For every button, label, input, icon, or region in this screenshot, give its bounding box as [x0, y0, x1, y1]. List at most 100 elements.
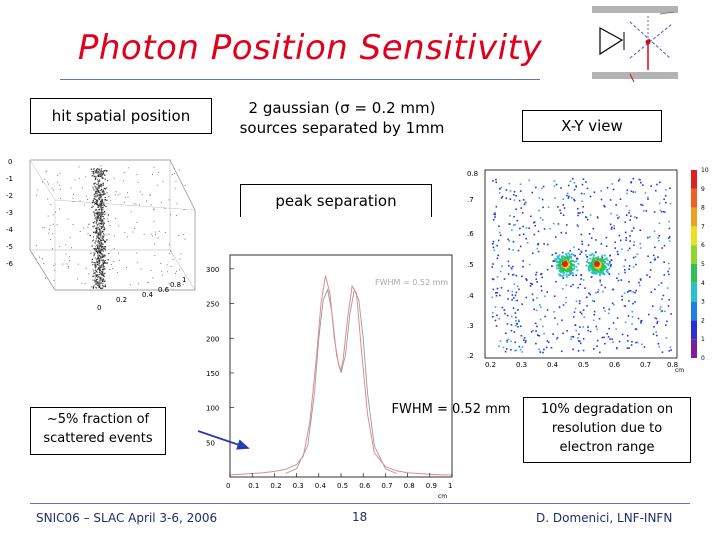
hit-point	[573, 188, 576, 191]
gaussian-line-1: 2 gaussian (σ = 0.2 mm)	[248, 99, 436, 117]
hit-point	[629, 235, 631, 237]
hit-point	[511, 290, 514, 293]
hit-point	[543, 228, 546, 230]
hit-point	[566, 330, 568, 332]
hit-dot	[179, 258, 181, 260]
gaussian-line-2: sources separated by 1mm	[239, 119, 445, 137]
colorbar-tick: 8	[701, 205, 705, 212]
hit-point	[505, 197, 508, 200]
hit-point	[669, 202, 672, 205]
hit-point	[508, 248, 510, 250]
hit-point	[513, 215, 515, 218]
hit-dot	[101, 287, 103, 290]
hit-dot	[70, 187, 72, 189]
hit-dot	[92, 225, 94, 228]
hit-dot	[97, 258, 99, 260]
hit-point	[539, 217, 542, 219]
y-tick-label: .7	[467, 196, 474, 204]
hit-point	[599, 266, 602, 268]
hit-point	[565, 232, 567, 234]
hit-point	[592, 272, 594, 275]
hit-dot	[98, 208, 100, 211]
hit-point	[648, 236, 651, 238]
hit-point	[587, 329, 589, 332]
hit-point	[522, 265, 524, 268]
hit-point	[665, 201, 667, 204]
hit-dot	[62, 263, 64, 265]
hit-dot	[102, 232, 105, 234]
hit-point	[616, 347, 618, 350]
hit-dot	[48, 232, 50, 234]
hit-point	[542, 218, 544, 221]
hit-dot	[171, 173, 173, 175]
hit-point	[667, 270, 669, 273]
hit-point	[611, 338, 613, 340]
hit-dot	[101, 272, 103, 275]
hit-dot	[175, 181, 177, 183]
hit-point	[594, 272, 597, 275]
hit-dot	[98, 248, 100, 251]
hit-point	[601, 254, 604, 257]
hit-dot	[92, 201, 94, 203]
hit-point	[499, 294, 501, 297]
hit-point	[589, 254, 591, 257]
hit-dot	[126, 192, 128, 194]
hit-point	[513, 190, 516, 193]
hit-dot	[102, 265, 105, 267]
hit-dot	[101, 175, 103, 177]
hit-dot	[95, 230, 98, 232]
x-tick-label: 0.1	[248, 482, 259, 490]
hit-dot	[99, 287, 102, 289]
hit-point	[626, 189, 629, 192]
hit-point	[601, 268, 604, 270]
hit-dot	[98, 285, 101, 288]
hit-dot	[97, 191, 100, 193]
hit-dot	[97, 261, 99, 263]
footer-conference: SNIC06 – SLAC April 3-6, 2006	[36, 511, 218, 525]
hit-dot	[104, 196, 106, 199]
hit-point	[546, 268, 549, 271]
hit-position-3d-svg: 0 -1 -2 -3 -4 -5 -6 0 0.2 0.4 0.6 0.8 1	[6, 158, 196, 312]
hit-point	[570, 255, 572, 258]
hit-point	[555, 338, 558, 340]
hit-dot	[113, 235, 115, 237]
hit-dot	[101, 280, 104, 282]
hit-point	[573, 311, 576, 313]
hit-dot	[113, 260, 115, 262]
hit-point	[593, 254, 595, 257]
hit-point	[565, 296, 567, 299]
hit-point	[555, 264, 558, 267]
hit-dot	[101, 212, 103, 214]
hit-point	[641, 184, 644, 186]
hit-dot	[50, 239, 52, 241]
hit-dot	[95, 266, 97, 268]
hit-point	[511, 299, 513, 301]
hit-point	[515, 299, 517, 302]
hit-point	[517, 325, 519, 328]
hit-point	[618, 216, 620, 218]
hit-dot	[57, 181, 59, 183]
hit-point	[542, 206, 544, 209]
hit-point	[603, 258, 606, 261]
hit-point	[614, 247, 617, 249]
hit-dot	[101, 198, 103, 201]
hit-dot	[97, 204, 99, 207]
hit-dot	[98, 180, 100, 182]
hit-point	[510, 340, 512, 343]
hit-dot	[98, 247, 100, 249]
hit-point	[519, 227, 521, 230]
hit-point	[556, 255, 559, 258]
hit-point	[605, 270, 608, 273]
hit-point	[511, 274, 514, 276]
hit-dot	[104, 169, 107, 172]
hit-dot	[101, 177, 104, 179]
hit-dot	[153, 209, 155, 211]
hit-point	[496, 244, 498, 247]
hit-dot	[101, 245, 103, 247]
hit-dot	[100, 165, 102, 167]
hit-point	[654, 317, 656, 319]
hit-dot	[102, 274, 104, 277]
hit-point	[655, 317, 658, 320]
colorbar-segment	[691, 282, 697, 302]
hit-dot	[96, 244, 98, 246]
